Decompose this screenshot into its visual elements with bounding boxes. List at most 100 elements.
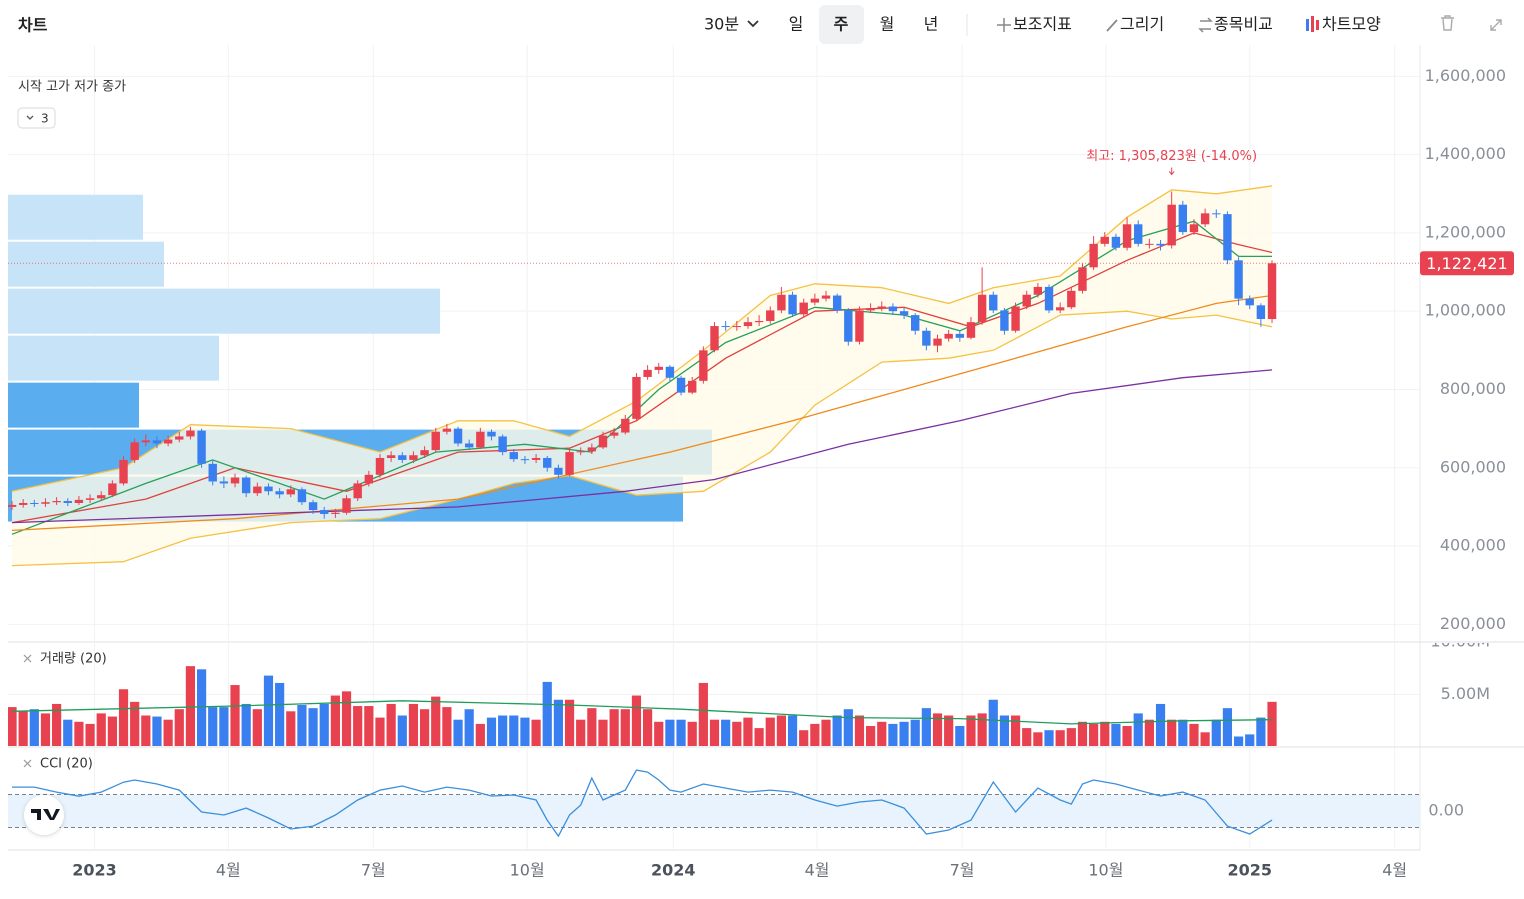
period-button[interactable]: 월 [880, 15, 895, 34]
volume-bar [676, 719, 686, 746]
volume-bar [776, 715, 787, 746]
cci-band [8, 794, 1420, 828]
candle-body [375, 457, 385, 475]
period-button[interactable]: 년 [924, 15, 939, 34]
volume-bar [486, 717, 497, 746]
candle-body [1122, 224, 1132, 248]
legend-chevron [26, 115, 34, 120]
legend-toggle[interactable] [17, 107, 56, 129]
cci-panel [8, 748, 1420, 849]
volume-bar [174, 709, 184, 746]
volume-bar [520, 717, 530, 746]
volume-bar [787, 715, 798, 746]
moving-average [11, 220, 1272, 535]
volume-bar [1133, 713, 1143, 746]
candle-body [844, 310, 853, 342]
candle-body [598, 435, 608, 448]
candle-body [264, 486, 273, 492]
candle-body [1100, 236, 1109, 244]
volume-bar [709, 719, 720, 746]
volume-profile-bar [8, 194, 143, 240]
candle-body [342, 498, 351, 513]
candle-body [1044, 286, 1054, 311]
volume-bar [631, 695, 642, 746]
volume-bar [208, 707, 218, 746]
volume-bar [576, 719, 586, 746]
tool-button[interactable]: 그리기 [1120, 15, 1164, 34]
trash-icon[interactable] [1441, 15, 1454, 31]
volume-bar [553, 699, 563, 746]
candle-body [922, 330, 931, 346]
volume-bar [431, 696, 441, 746]
volume-bar [1155, 703, 1166, 746]
candle-body [85, 498, 95, 500]
candle-body [777, 294, 786, 311]
candle-body [97, 495, 106, 499]
candle-body [1256, 305, 1266, 320]
tool-button[interactable]: 차트모양 [1322, 15, 1381, 34]
candle-body [866, 308, 875, 311]
candle-body [141, 440, 151, 443]
candle-body [331, 512, 340, 514]
compare-icon [1198, 17, 1213, 33]
volume-bar [899, 721, 909, 746]
volume-bar [1055, 730, 1065, 746]
candle-body [832, 295, 842, 311]
candle-body [788, 294, 797, 315]
candle-body [1033, 286, 1043, 295]
candle-body [1189, 224, 1199, 233]
candle-body [1178, 204, 1188, 233]
volume-bar [52, 703, 62, 746]
candle-body [1212, 213, 1221, 215]
candle-body [1234, 260, 1243, 299]
volume-bar [163, 719, 173, 746]
close-icon[interactable] [23, 759, 32, 768]
candle-body [877, 306, 886, 309]
y-tick-label: 10.00M [1430, 632, 1490, 651]
volume-bar [620, 709, 630, 746]
tool-button[interactable]: 종목비교 [1214, 15, 1273, 34]
candle-body [308, 502, 318, 511]
volume-bar [542, 681, 552, 746]
candle-body [665, 366, 675, 378]
candle-body [297, 489, 307, 503]
volume-bar [107, 716, 117, 746]
candle-body [721, 326, 730, 328]
volume-bar [999, 715, 1010, 746]
candle-body [464, 443, 474, 448]
volume-bar [453, 719, 463, 746]
interval-select[interactable]: 30분 [704, 15, 739, 34]
tv-logo[interactable] [24, 795, 64, 835]
volume-bar [765, 717, 775, 746]
candle-body [899, 311, 909, 316]
candle-body [966, 322, 976, 338]
period-button[interactable]: 일 [789, 15, 804, 34]
candle-body [621, 418, 630, 433]
candle-body [119, 459, 128, 484]
candle-body [609, 432, 619, 436]
volume-bar [1245, 734, 1255, 746]
candle-body [509, 452, 518, 460]
candle-body [632, 376, 641, 419]
volume-bar [85, 723, 95, 746]
candle-body [754, 320, 764, 323]
volume-bar [275, 682, 285, 746]
volume-bar [319, 703, 329, 746]
candle-body [487, 431, 496, 437]
candle-body [241, 477, 251, 494]
candle-body [732, 326, 742, 328]
tool-button[interactable]: 보조지표 [1013, 15, 1072, 34]
close-icon[interactable] [23, 654, 32, 663]
candle-body [799, 302, 808, 315]
x-tick-label: 7월 [950, 861, 975, 880]
volume-bar [1033, 732, 1043, 746]
expand-icon[interactable] [1490, 19, 1502, 31]
volume-bar [1200, 732, 1210, 746]
candle-body [1167, 204, 1176, 246]
y-tick-label: 1,000,000 [1425, 301, 1506, 320]
y-tick-label: 5.00M [1441, 684, 1490, 703]
y-tick-label: 200,000 [1440, 614, 1506, 633]
period-button[interactable]: 주 [834, 15, 849, 34]
last-price-label: 1,122,421 [1426, 254, 1507, 273]
volume-bar [353, 706, 363, 746]
